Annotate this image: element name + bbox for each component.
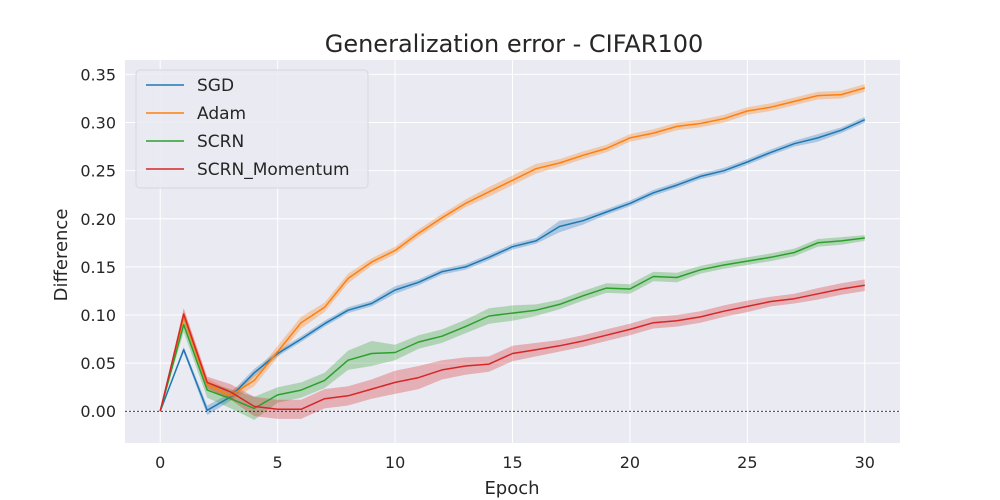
y-tick-label: 0.00 <box>80 402 116 421</box>
legend-box <box>135 69 369 189</box>
chart-title: Generalization error - CIFAR100 <box>325 30 704 58</box>
y-axis-label: Difference <box>51 209 72 302</box>
line-adam <box>159 87 866 412</box>
legend-label-scrn-momentum: SCRN_Momentum <box>197 160 350 180</box>
line-sgd <box>159 119 866 412</box>
x-axis-label: Epoch <box>484 478 539 499</box>
y-tick-label: 0.10 <box>80 306 116 325</box>
x-tick-label: 20 <box>620 453 640 472</box>
x-axis-ticks: 0 5 10 15 20 25 30 <box>155 453 875 472</box>
legend-label-scrn: SCRN <box>197 132 244 152</box>
line-scrn-momentum <box>159 284 865 412</box>
y-tick-label: 0.30 <box>80 114 116 133</box>
y-tick-label: 0.15 <box>80 258 116 277</box>
y-tick-label: 0.25 <box>80 162 116 181</box>
line-scrn <box>159 237 865 412</box>
band-scrn-momentum <box>160 279 865 419</box>
x-tick-label: 0 <box>155 453 165 472</box>
legend: SGD Adam SCRN SCRN_Momentum <box>135 69 369 189</box>
y-tick-label: 0.20 <box>80 210 116 229</box>
x-tick-label: 15 <box>502 453 522 472</box>
series-lines <box>159 87 866 412</box>
y-tick-label: 0.05 <box>80 354 116 373</box>
x-tick-label: 25 <box>737 453 757 472</box>
x-tick-label: 5 <box>273 453 283 472</box>
legend-label-sgd: SGD <box>197 76 234 96</box>
y-tick-label: 0.35 <box>80 65 116 84</box>
x-tick-label: 10 <box>385 453 405 472</box>
legend-label-adam: Adam <box>197 104 246 124</box>
confidence-bands <box>160 84 865 420</box>
x-tick-label: 30 <box>855 453 875 472</box>
band-scrn <box>160 235 865 420</box>
y-axis-ticks: 0.00 0.05 0.10 0.15 0.20 0.25 0.30 0.35 <box>80 65 116 421</box>
